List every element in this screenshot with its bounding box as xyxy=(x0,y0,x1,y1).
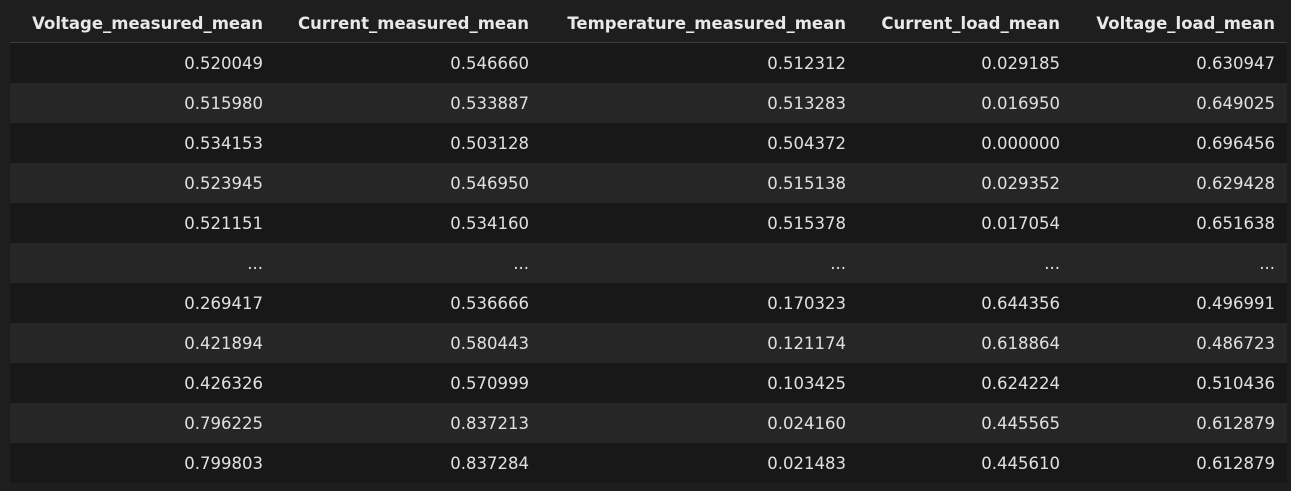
cell-current-measured-mean: 0.533887 xyxy=(275,83,541,123)
cell-current-measured-mean: 0.503128 xyxy=(275,123,541,163)
table-row: 0.799803 0.837284 0.021483 0.445610 0.612879 xyxy=(10,443,1287,483)
cell-current-measured-mean: 0.546660 xyxy=(275,42,541,83)
cell-current-measured-mean: ... xyxy=(275,243,541,283)
cell-voltage-measured-mean: 0.796225 xyxy=(10,403,275,443)
cell-temperature-measured-mean: 0.515378 xyxy=(541,203,858,243)
cell-current-measured-mean: 0.546950 xyxy=(275,163,541,203)
cell-voltage-measured-mean: 0.523945 xyxy=(10,163,275,203)
cell-voltage-measured-mean: 0.515980 xyxy=(10,83,275,123)
table-row: 0.534153 0.503128 0.504372 0.000000 0.696456 xyxy=(10,123,1287,163)
cell-temperature-measured-mean: 0.512312 xyxy=(541,42,858,83)
cell-voltage-measured-mean: 0.534153 xyxy=(10,123,275,163)
notebook-output-frame: Voltage_measured_mean Current_measured_m… xyxy=(0,4,1291,491)
table-row: 0.521151 0.534160 0.515378 0.017054 0.651638 xyxy=(10,203,1287,243)
table-body: 0.520049 0.546660 0.512312 0.029185 0.630947… xyxy=(10,42,1287,483)
cell-voltage-measured-mean: 0.421894 xyxy=(10,323,275,363)
cell-temperature-measured-mean: 0.504372 xyxy=(541,123,858,163)
cell-voltage-load-mean: 0.496991 xyxy=(1072,283,1287,323)
cell-current-load-mean: 0.029185 xyxy=(858,42,1072,83)
table-row: 0.523945 0.546950 0.515138 0.029352 0.629428 xyxy=(10,163,1287,203)
cell-temperature-measured-mean: 0.513283 xyxy=(541,83,858,123)
cell-voltage-load-mean: 0.630947 xyxy=(1072,42,1287,83)
cell-voltage-load-mean: 0.649025 xyxy=(1072,83,1287,123)
table-row: 0.515980 0.533887 0.513283 0.016950 0.649025 xyxy=(10,83,1287,123)
column-header-current-measured-mean: Current_measured_mean xyxy=(275,4,541,43)
cell-voltage-measured-mean: 0.520049 xyxy=(10,42,275,83)
dataframe-table: Voltage_measured_mean Current_measured_m… xyxy=(10,4,1287,483)
cell-voltage-load-mean: 0.612879 xyxy=(1072,403,1287,443)
cell-current-load-mean: 0.644356 xyxy=(858,283,1072,323)
cell-current-load-mean: ... xyxy=(858,243,1072,283)
cell-current-load-mean: 0.000000 xyxy=(858,123,1072,163)
table-row: 0.426326 0.570999 0.103425 0.624224 0.510436 xyxy=(10,363,1287,403)
cell-current-measured-mean: 0.837284 xyxy=(275,443,541,483)
cell-voltage-load-mean: 0.612879 xyxy=(1072,443,1287,483)
cell-voltage-measured-mean: 0.521151 xyxy=(10,203,275,243)
table-header: Voltage_measured_mean Current_measured_m… xyxy=(10,4,1287,43)
cell-voltage-load-mean: ... xyxy=(1072,243,1287,283)
cell-temperature-measured-mean: 0.121174 xyxy=(541,323,858,363)
table-row: 0.421894 0.580443 0.121174 0.618864 0.486723 xyxy=(10,323,1287,363)
cell-temperature-measured-mean: 0.515138 xyxy=(541,163,858,203)
cell-current-load-mean: 0.445565 xyxy=(858,403,1072,443)
cell-voltage-measured-mean: 0.426326 xyxy=(10,363,275,403)
cell-temperature-measured-mean: 0.170323 xyxy=(541,283,858,323)
cell-voltage-measured-mean: 0.799803 xyxy=(10,443,275,483)
cell-voltage-load-mean: 0.629428 xyxy=(1072,163,1287,203)
cell-voltage-measured-mean: 0.269417 xyxy=(10,283,275,323)
table-row: 0.796225 0.837213 0.024160 0.445565 0.612879 xyxy=(10,403,1287,443)
table-row: 0.520049 0.546660 0.512312 0.029185 0.630947 xyxy=(10,42,1287,83)
cell-temperature-measured-mean: ... xyxy=(541,243,858,283)
cell-current-measured-mean: 0.536666 xyxy=(275,283,541,323)
cell-current-load-mean: 0.016950 xyxy=(858,83,1072,123)
cell-current-load-mean: 0.618864 xyxy=(858,323,1072,363)
cell-current-measured-mean: 0.580443 xyxy=(275,323,541,363)
column-header-temperature-measured-mean: Temperature_measured_mean xyxy=(541,4,858,43)
cell-temperature-measured-mean: 0.021483 xyxy=(541,443,858,483)
cell-current-measured-mean: 0.837213 xyxy=(275,403,541,443)
cell-voltage-measured-mean: ... xyxy=(10,243,275,283)
cell-temperature-measured-mean: 0.103425 xyxy=(541,363,858,403)
column-header-current-load-mean: Current_load_mean xyxy=(858,4,1072,43)
table-row: 0.269417 0.536666 0.170323 0.644356 0.496991 xyxy=(10,283,1287,323)
cell-current-measured-mean: 0.534160 xyxy=(275,203,541,243)
cell-voltage-load-mean: 0.696456 xyxy=(1072,123,1287,163)
column-header-voltage-measured-mean: Voltage_measured_mean xyxy=(10,4,275,43)
ellipsis-row: ............... xyxy=(10,243,1287,283)
cell-voltage-load-mean: 0.510436 xyxy=(1072,363,1287,403)
cell-current-load-mean: 0.017054 xyxy=(858,203,1072,243)
cell-temperature-measured-mean: 0.024160 xyxy=(541,403,858,443)
cell-voltage-load-mean: 0.486723 xyxy=(1072,323,1287,363)
cell-current-measured-mean: 0.570999 xyxy=(275,363,541,403)
header-row: Voltage_measured_mean Current_measured_m… xyxy=(10,4,1287,43)
cell-current-load-mean: 0.029352 xyxy=(858,163,1072,203)
column-header-voltage-load-mean: Voltage_load_mean xyxy=(1072,4,1287,43)
cell-current-load-mean: 0.445610 xyxy=(858,443,1072,483)
cell-voltage-load-mean: 0.651638 xyxy=(1072,203,1287,243)
cell-current-load-mean: 0.624224 xyxy=(858,363,1072,403)
